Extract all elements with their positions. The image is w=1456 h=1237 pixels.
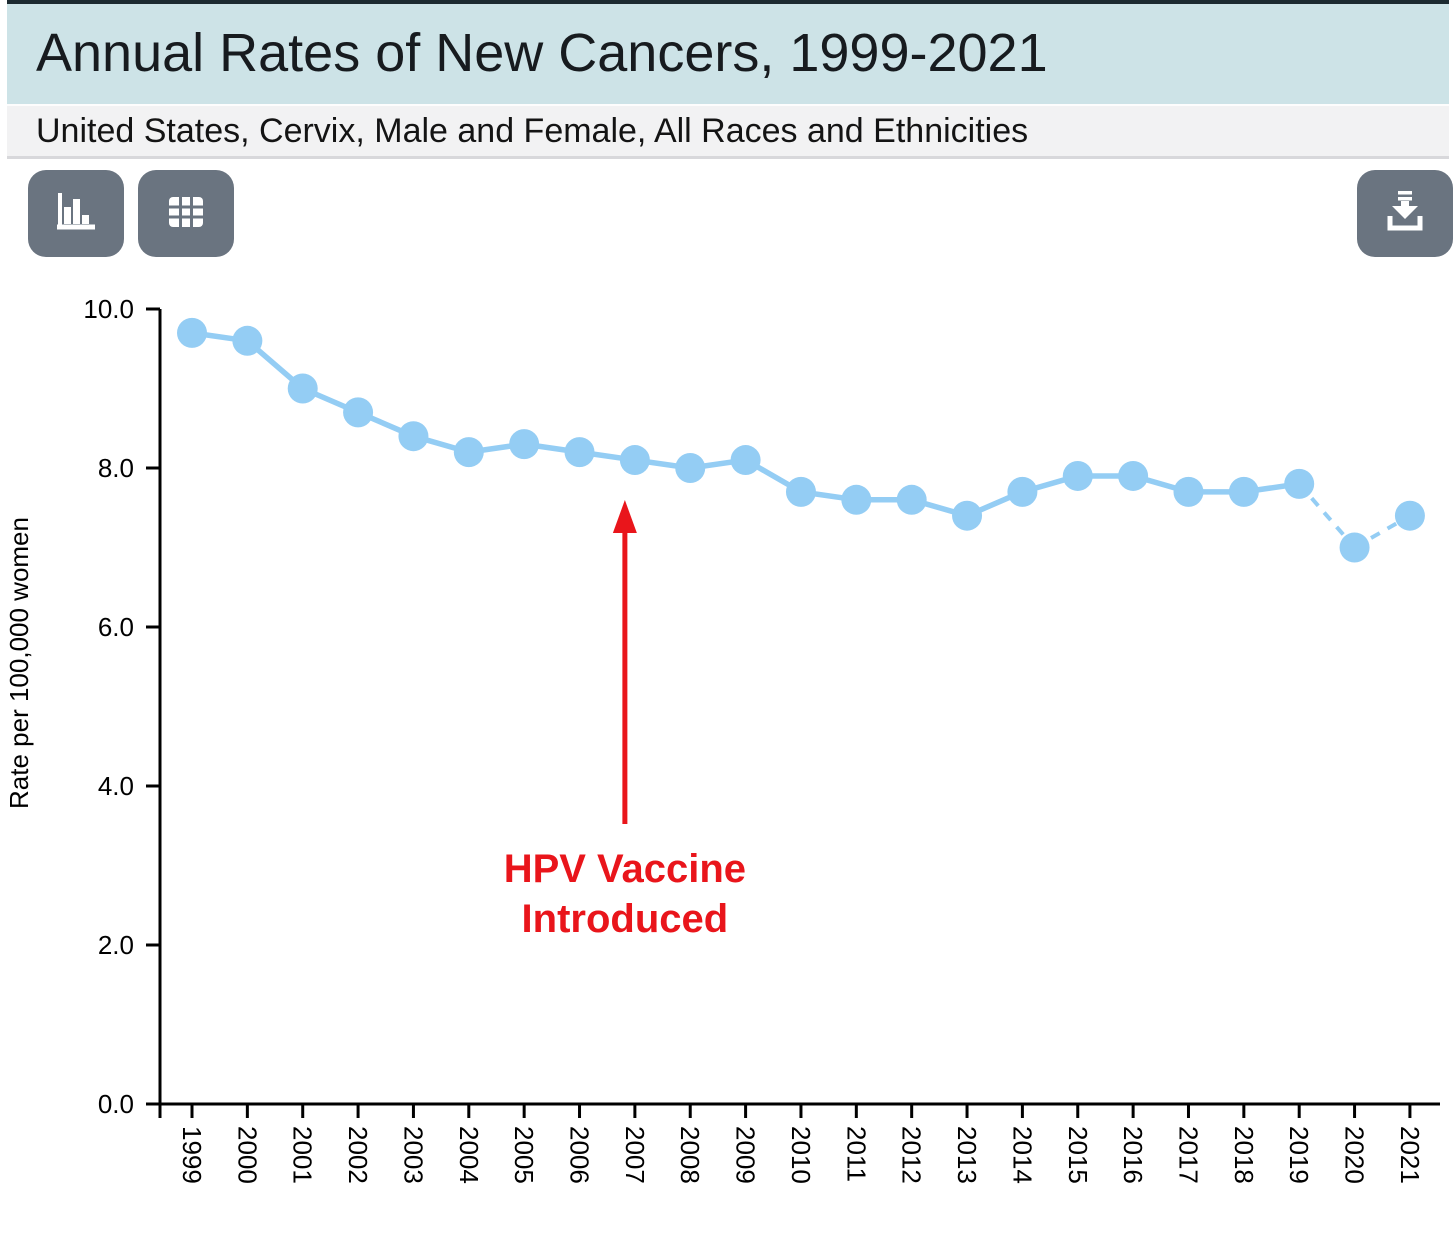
y-tick-label: 0.0: [98, 1089, 134, 1119]
x-tick-label: 2000: [232, 1126, 262, 1184]
widget-frame: Annual Rates of New Cancers, 1999-2021 U…: [7, 0, 1449, 159]
x-tick-label: 2021: [1395, 1126, 1425, 1184]
x-tick-label: 2008: [675, 1126, 705, 1184]
data-point-2012[interactable]: 2012: 7.6: [896, 484, 927, 515]
table-view-button[interactable]: [138, 170, 234, 257]
data-point-2006[interactable]: 2006: 8.2: [564, 437, 595, 468]
chart-title-bar: Annual Rates of New Cancers, 1999-2021: [7, 0, 1449, 104]
x-tick-label: 2013: [952, 1126, 982, 1184]
x-tick-label: 2011: [841, 1126, 871, 1182]
x-tick-label: 2012: [897, 1126, 927, 1184]
data-point-2019[interactable]: 2019: 7.8: [1284, 468, 1315, 499]
chart-view-button[interactable]: [28, 170, 124, 257]
x-tick-label: 2016: [1118, 1126, 1148, 1184]
data-point-2007[interactable]: 2007: 8.1: [619, 445, 650, 476]
data-point-2003[interactable]: 2003: 8.4: [398, 421, 429, 452]
x-tick-label: 2010: [786, 1126, 816, 1184]
x-tick-label: 2001: [288, 1126, 318, 1184]
table-icon: [163, 189, 209, 238]
x-tick-label: 2005: [509, 1126, 539, 1184]
x-tick-label: 1999: [177, 1126, 207, 1184]
annotation-text-line2: Introduced: [522, 897, 729, 941]
bar-chart-icon: [53, 189, 99, 238]
data-point-2016[interactable]: 2016: 7.9: [1118, 460, 1149, 491]
data-point-2013[interactable]: 2013: 7.4: [952, 500, 983, 531]
chart-subtitle: United States, Cervix, Male and Female, …: [36, 112, 1029, 150]
line-segment-dashed: [1297, 482, 1357, 549]
toolbar: [28, 170, 1453, 258]
data-point-2004[interactable]: 2004: 8.2: [453, 437, 484, 468]
x-tick-label: 2017: [1173, 1126, 1203, 1184]
data-point-2005[interactable]: 2005: 8.3: [509, 429, 540, 460]
data-point-2021[interactable]: 2021: 7.4: [1394, 500, 1425, 531]
data-point-2009[interactable]: 2009: 8.1: [730, 445, 761, 476]
x-tick-label: 2009: [731, 1126, 761, 1184]
data-point-2001[interactable]: 2001: 9.0: [287, 373, 318, 404]
download-icon: [1381, 188, 1429, 239]
x-tick-label: 2006: [565, 1126, 595, 1184]
data-point-2015[interactable]: 2015: 7.9: [1062, 460, 1093, 491]
data-point-1999[interactable]: 1999: 9.7: [177, 317, 207, 348]
y-axis-title: Rate per 100,000 women: [4, 517, 34, 809]
x-tick-label: 2018: [1229, 1126, 1259, 1184]
data-point-2017[interactable]: 2017: 7.7: [1173, 476, 1204, 507]
data-point-2014[interactable]: 2014: 7.7: [1007, 476, 1038, 507]
y-tick-label: 4.0: [98, 771, 134, 801]
x-tick-label: 2020: [1340, 1126, 1370, 1184]
y-tick-label: 10.0: [83, 294, 134, 324]
x-tick-label: 2014: [1007, 1126, 1037, 1184]
x-tick-label: 2007: [620, 1126, 650, 1184]
x-tick-label: 2019: [1284, 1126, 1314, 1184]
x-tick-label: 2015: [1063, 1126, 1093, 1184]
chart-subtitle-bar: United States, Cervix, Male and Female, …: [7, 104, 1449, 159]
y-tick-label: 8.0: [98, 453, 134, 483]
data-point-2020[interactable]: 2020: 7.0: [1339, 532, 1370, 563]
data-point-2002[interactable]: 2002: 8.7: [343, 397, 374, 428]
x-tick-label: 2003: [398, 1126, 428, 1184]
x-tick-label: 2004: [454, 1126, 484, 1184]
data-point-2000[interactable]: 2000: 9.6: [232, 325, 263, 356]
data-point-2010[interactable]: 2010: 7.7: [785, 476, 816, 507]
annotation-text-line1: HPV Vaccine: [504, 847, 746, 891]
download-button[interactable]: [1357, 170, 1453, 257]
annotation-arrow-head: [612, 500, 637, 533]
data-point-2008[interactable]: 2008: 8.0: [675, 453, 706, 483]
page-title: Annual Rates of New Cancers, 1999-2021: [36, 23, 1048, 83]
x-tick-label: 2002: [343, 1126, 373, 1184]
y-tick-label: 6.0: [98, 612, 134, 642]
data-point-2018[interactable]: 2018: 7.7: [1228, 476, 1259, 507]
y-tick-label: 2.0: [98, 930, 134, 960]
data-point-2011[interactable]: 2011: 7.6: [841, 484, 872, 515]
